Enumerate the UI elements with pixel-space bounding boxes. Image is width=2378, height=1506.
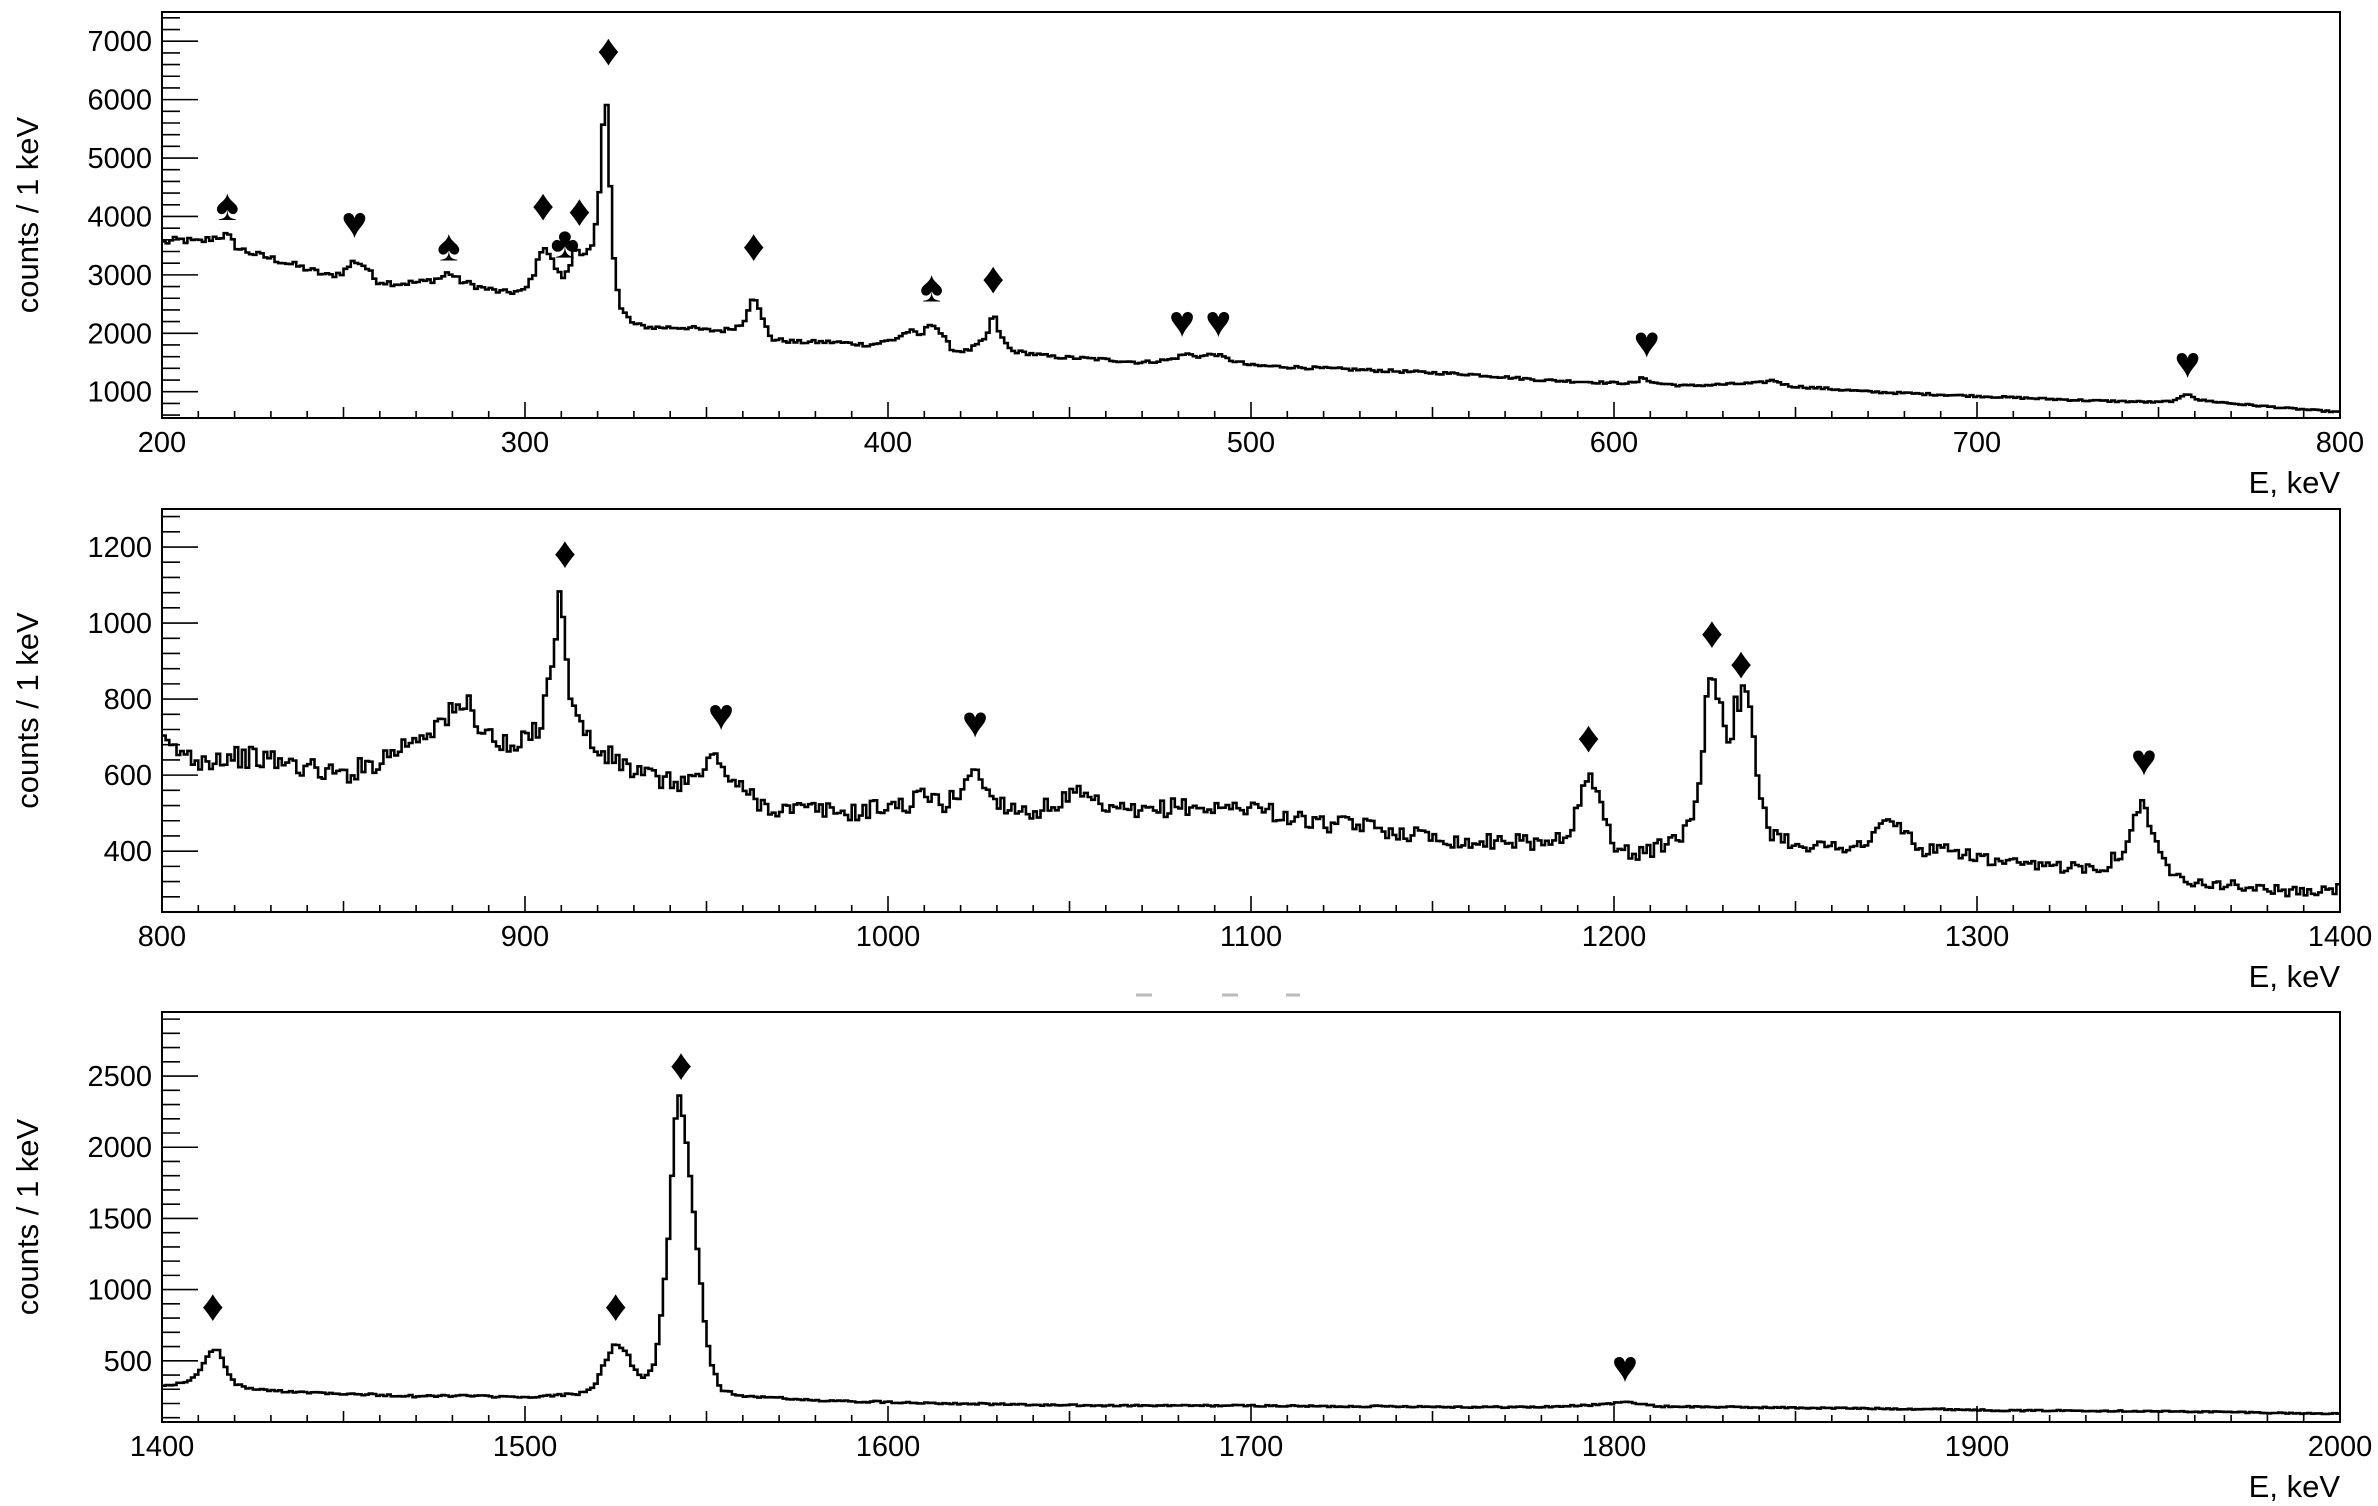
diamond-marker: ♦ [670,1041,692,1090]
x-tick-label: 400 [864,427,912,459]
heart-marker: ♥ [2131,736,2157,785]
y-tick-label: 400 [104,836,152,868]
heart-marker: ♥ [708,690,734,739]
heart-marker: ♥ [1634,318,1660,367]
heart-marker: ♥ [1612,1342,1638,1391]
x-tick-label: 300 [501,427,549,459]
diamond-marker: ♦ [597,26,619,75]
spade-marker: ♠ [437,222,460,271]
x-tick-label: 2000 [2308,1431,2373,1463]
y-tick-label: 4000 [87,201,152,233]
y-axis-title: counts / 1 keV [10,612,45,809]
x-tick-label: 1800 [1582,1431,1647,1463]
x-tick-label: 1200 [1582,921,1647,953]
x-tick-label: 1600 [856,1431,921,1463]
x-tick-label: 1300 [1945,921,2010,953]
spectrum-panel-3: 1400 1500 1600 1700 1800 1900 2000 E, keV 500 100… [10,1011,2373,1504]
x-tick-label: 500 [1227,427,1275,459]
x-tick-label: 1700 [1219,1431,1284,1463]
diamond-marker: ♦ [1701,609,1723,658]
x-axis-title: E, keV [2249,959,2341,994]
diamond-marker: ♦ [605,1281,627,1330]
x-tick-label: 800 [2316,427,2364,459]
diamond-marker: ♦ [554,529,576,578]
spectrum-panel-2: 800 900 1000 1100 1200 1300 1400 E, keV 400 600 80… [10,508,2373,994]
x-tick-label: 1000 [856,921,921,953]
spade-marker: ♠ [920,263,943,312]
diamond-marker: ♦ [1730,639,1752,688]
y-axis-title: counts / 1 keV [10,116,45,313]
x-tick-label: 1400 [130,1431,195,1463]
spectrum-histogram [162,103,2340,414]
x-tick-label: 200 [138,427,186,459]
heart-marker: ♥ [1169,298,1195,347]
x-tick-label: 1500 [493,1431,558,1463]
x-tick-label: 1900 [1945,1431,2010,1463]
diamond-marker: ♦ [202,1281,224,1330]
heart-marker: ♥ [1205,298,1231,347]
plot-frame [161,508,2341,913]
plot-frame [161,11,2341,419]
diamond-marker: ♦ [568,187,590,236]
y-tick-label: 7000 [87,26,152,58]
spectrum-histogram [162,1094,2340,1416]
heart-marker: ♥ [341,198,367,247]
x-tick-label: 600 [1590,427,1638,459]
x-tick-label: 900 [501,921,549,953]
diamond-marker: ♦ [1577,713,1599,762]
y-tick-label: 2000 [87,1132,152,1164]
x-tick-label: 800 [138,921,186,953]
y-tick-label: 800 [104,684,152,716]
y-tick-label: 600 [104,760,152,792]
spectrum-panel-1: 200 300 400 500 600 700 800 E, keV 1000 2000 3000 4… [10,11,2364,500]
x-axis-title: E, keV [2249,1469,2341,1504]
y-axis-title: counts / 1 keV [10,1118,45,1315]
y-tick-label: 1000 [87,377,152,409]
spade-marker: ♠ [216,181,239,230]
heart-marker: ♥ [962,698,988,747]
y-tick-label: 1000 [87,608,152,640]
y-tick-label: 2500 [87,1061,152,1093]
club-marker: ♣ [550,219,579,268]
y-tick-label: 1500 [87,1203,152,1235]
y-tick-label: 2000 [87,318,152,350]
x-tick-label: 1400 [2308,921,2373,953]
diamond-marker: ♦ [982,254,1004,303]
x-axis-title: E, keV [2249,465,2341,500]
diamond-marker: ♦ [742,222,764,271]
x-tick-label: 1100 [1220,921,1282,953]
y-tick-label: 500 [104,1346,152,1378]
y-tick-label: 3000 [87,260,152,292]
spectrum-histogram [162,590,2340,898]
x-tick-label: 700 [1953,427,2001,459]
y-tick-label: 5000 [87,143,152,175]
heart-marker: ♥ [2174,339,2200,388]
diamond-marker: ♦ [532,181,554,230]
plot-frame [161,1011,2341,1423]
y-tick-label: 6000 [87,85,152,117]
y-tick-label: 1200 [87,532,152,564]
y-tick-label: 1000 [87,1275,152,1307]
